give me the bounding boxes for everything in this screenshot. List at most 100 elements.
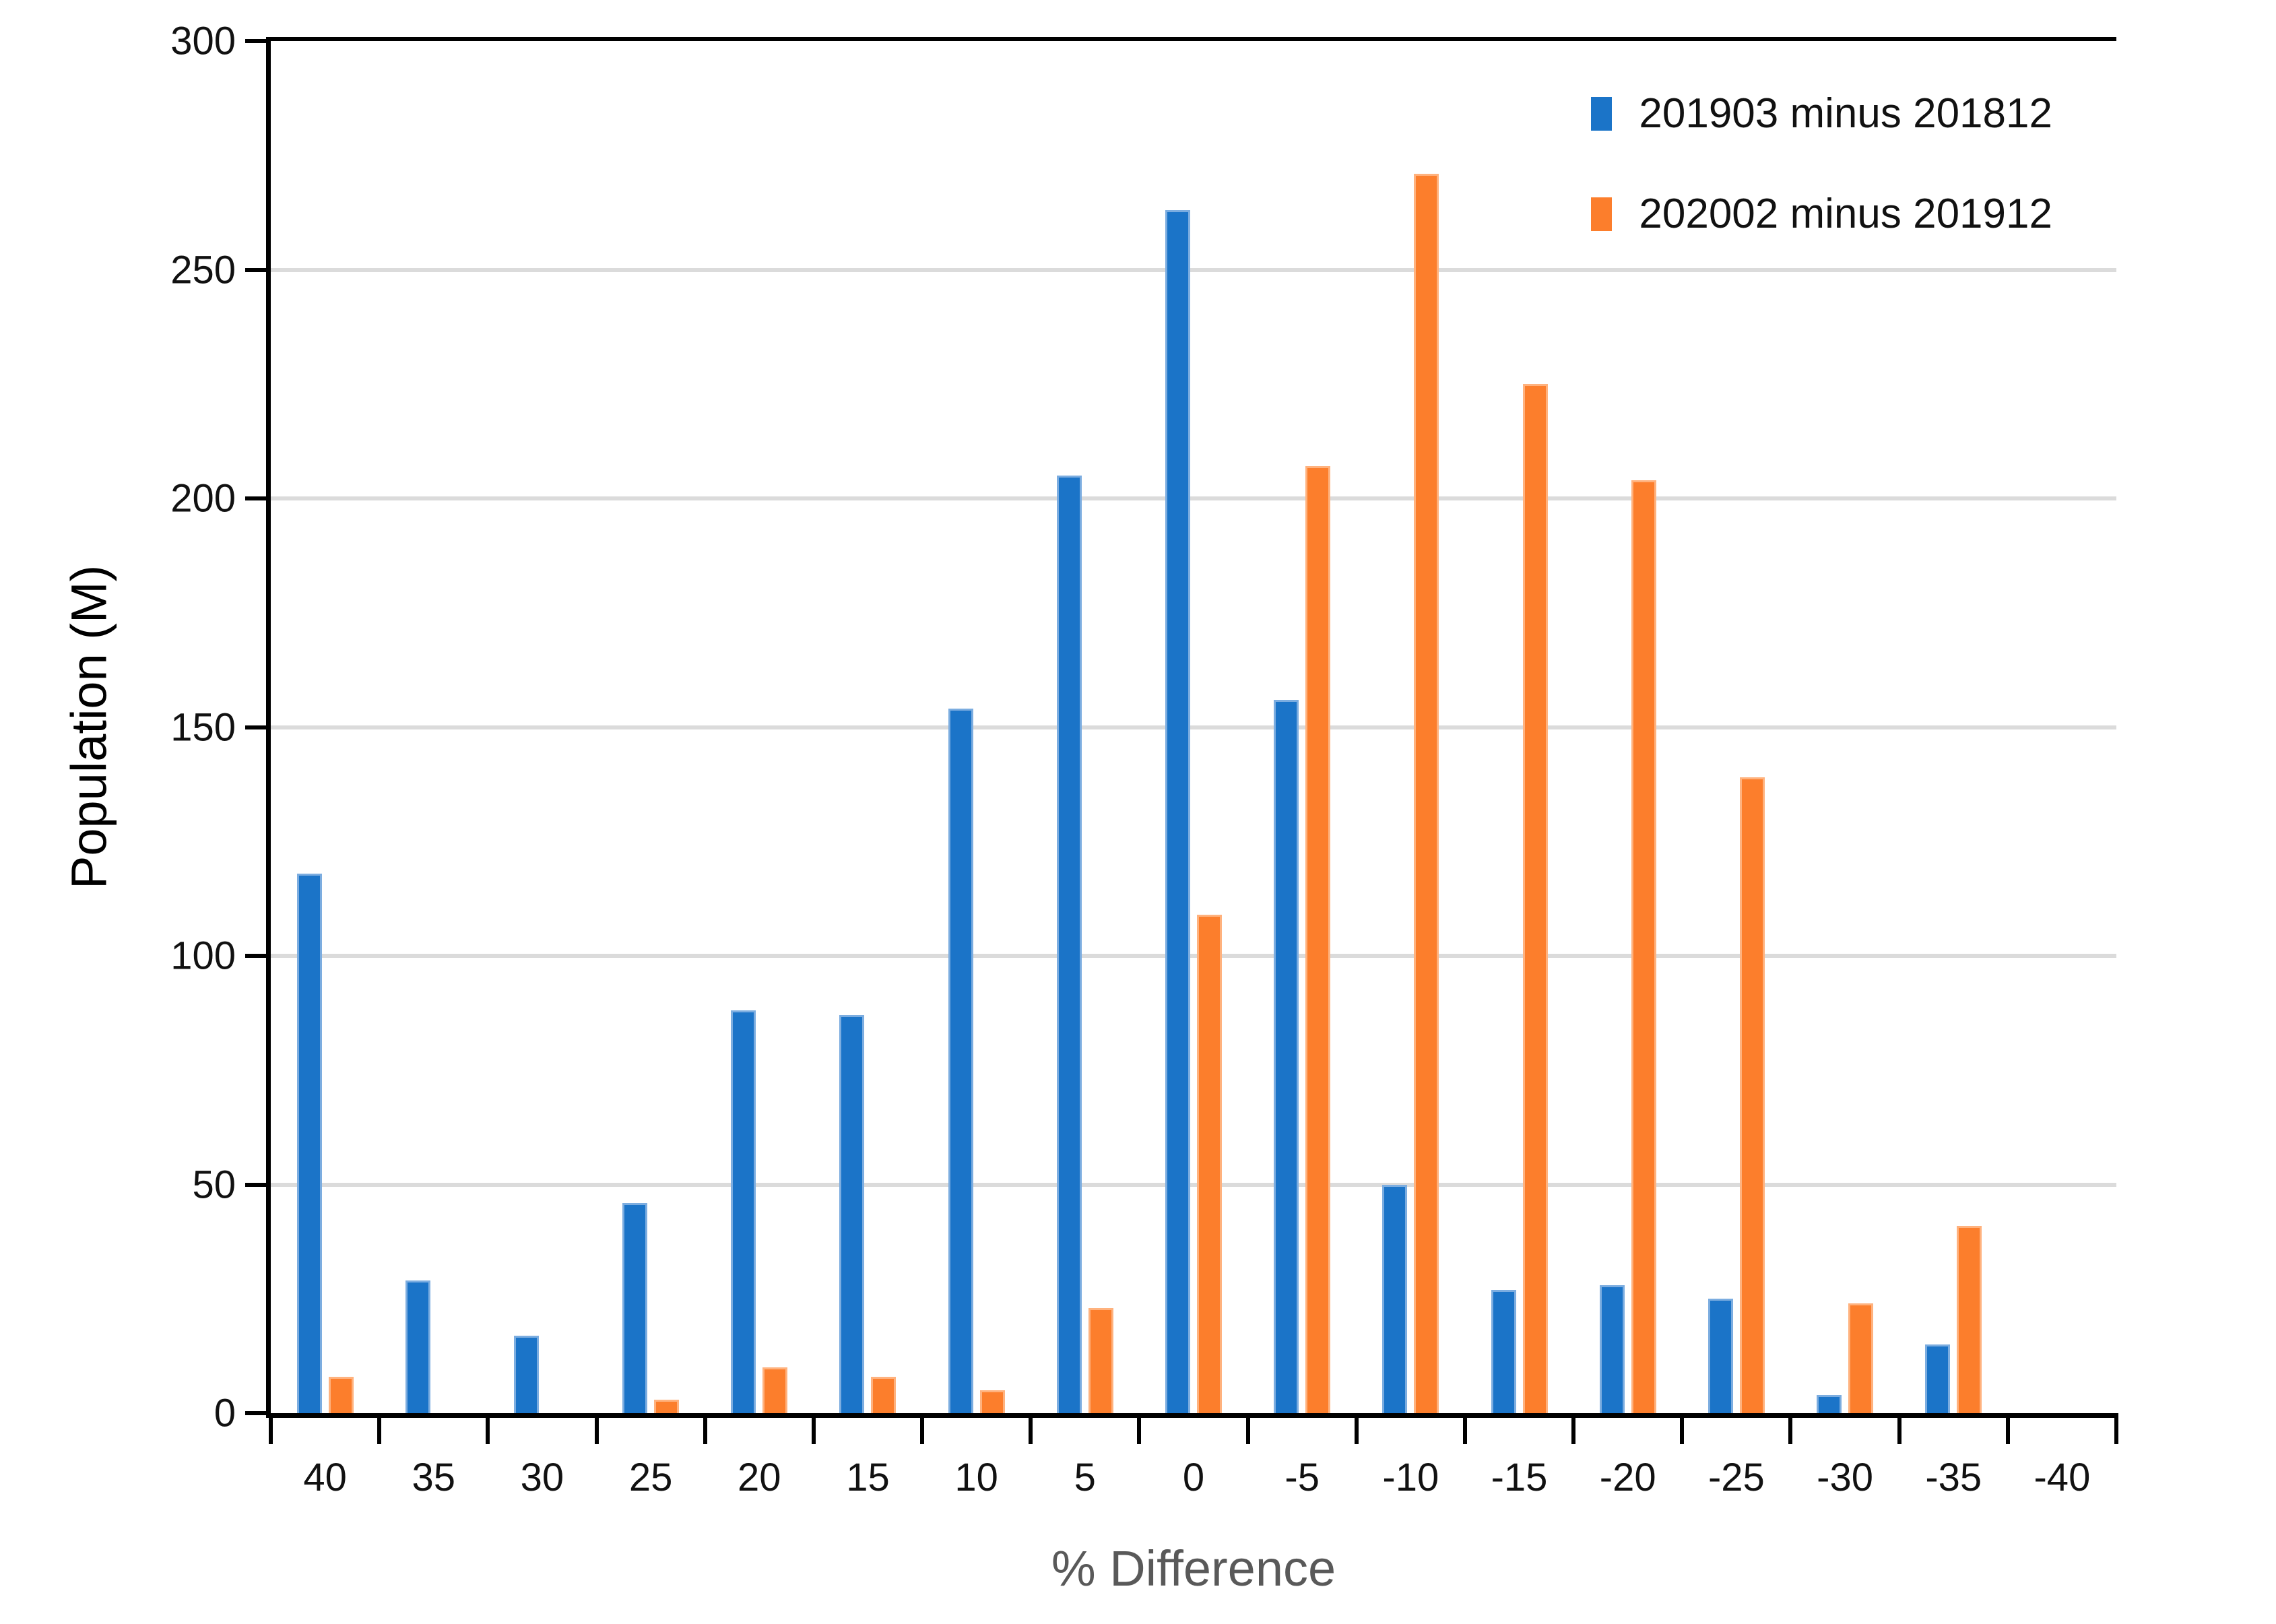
y-axis-tick-0 [245,1411,266,1415]
legend-label: 202002 minus 201912 [1639,191,2052,237]
bar-202002-minus-201912--15 [1522,384,1548,1413]
y-tick-label-50: 50 [192,1163,236,1206]
x-axis-tick-3 [594,1413,599,1444]
legend: 201903 minus 201812 202002 minus 201912 [1591,90,2052,238]
category-group--5 [1248,41,1357,1413]
bar-201903-minus-201812-20 [731,1010,756,1413]
bar-202002-minus-201912-0 [1196,914,1222,1413]
x-axis-tick-13 [1680,1413,1685,1444]
gridline-y-250 [271,267,2116,272]
bar-201903-minus-201812-10 [948,709,973,1413]
category-group--35 [1899,41,2008,1413]
x-tick-label--25: -25 [1708,1456,1765,1499]
bar-201903-minus-201812--20 [1599,1285,1625,1413]
x-axis-tick-15 [1897,1413,1901,1444]
category-group--30 [1790,41,1899,1413]
bar-202002-minus-201912--20 [1631,480,1656,1413]
bar-202002-minus-201912--25 [1739,777,1765,1413]
bar-201903-minus-201812--5 [1274,699,1299,1413]
bar-201903-minus-201812--35 [1925,1344,1951,1413]
category-group-5 [1031,41,1139,1413]
category-group-0 [1139,41,1247,1413]
bar-202002-minus-201912-10 [979,1390,1005,1413]
y-axis-tick-100 [245,954,266,959]
y-tick-label-250: 250 [170,248,236,292]
x-tick-label-25: 25 [628,1456,673,1499]
category-group--40 [2008,41,2116,1413]
y-tick-label-150: 150 [170,705,236,749]
bar-201903-minus-201812-5 [1056,476,1082,1413]
bar-201903-minus-201812--15 [1491,1289,1516,1413]
x-axis-tick-2 [486,1413,490,1444]
category-group--20 [1573,41,1682,1413]
x-axis-tick-10 [1354,1413,1359,1444]
x-tick-label--5: -5 [1285,1456,1320,1499]
category-group-20 [705,41,814,1413]
x-tick-label-35: 35 [412,1456,456,1499]
x-tick-label--10: -10 [1382,1456,1439,1499]
bar-201903-minus-201812-25 [622,1202,648,1413]
y-axis-tick-300 [245,39,266,43]
y-tick-label-100: 100 [170,934,236,978]
y-axis-tick-150 [245,725,266,729]
y-axis-tick-200 [245,496,266,501]
category-group-30 [488,41,596,1413]
gridline-y-50 [271,1182,2116,1187]
bar-202002-minus-201912--5 [1305,466,1331,1413]
x-axis-tick-17 [2114,1413,2118,1444]
x-axis-tick-6 [920,1413,925,1444]
bar-202002-minus-201912--30 [1848,1303,1874,1413]
x-axis-tick-16 [2005,1413,2010,1444]
legend-label: 201903 minus 201812 [1639,90,2052,137]
x-tick-label-5: 5 [1074,1456,1096,1499]
plot-area: Population (M) % Difference 201903 minus… [61,20,2118,1596]
x-tick-label-0: 0 [1182,1456,1205,1499]
category-group-25 [597,41,705,1413]
x-tick-label--20: -20 [1599,1456,1656,1499]
bar-201903-minus-201812-40 [296,873,322,1413]
x-tick-label-10: 10 [954,1456,998,1499]
bar-201903-minus-201812--25 [1708,1299,1733,1413]
bar-202002-minus-201912-25 [654,1399,680,1413]
category-group-10 [922,41,1031,1413]
x-tick-label-20: 20 [738,1456,781,1499]
x-axis-tick-8 [1137,1413,1142,1444]
category-group--25 [1682,41,1790,1413]
bar-201903-minus-201812-35 [405,1280,430,1413]
category-group--10 [1357,41,1465,1413]
bar-202002-minus-201912-15 [871,1376,897,1413]
bar-202002-minus-201912-20 [762,1367,788,1413]
gridline-y-100 [271,954,2116,959]
x-tick-label-30: 30 [520,1456,564,1499]
x-axis-tick-11 [1462,1413,1467,1444]
bar-202002-minus-201912-40 [328,1376,354,1413]
legend-item: 202002 minus 201912 [1591,190,2052,238]
y-tick-label-200: 200 [170,476,236,521]
y-axis-title: Population (M) [61,564,117,890]
x-tick-label--40: -40 [2034,1456,2091,1499]
bar-202002-minus-201912--10 [1414,173,1439,1413]
x-tick-label--15: -15 [1491,1456,1548,1499]
x-axis-tick-5 [811,1413,816,1444]
x-tick-label--35: -35 [1925,1456,1982,1499]
legend-item: 201903 minus 201812 [1591,90,2052,137]
bar-201903-minus-201812--10 [1382,1184,1408,1413]
legend-swatch-icon [1591,96,1613,131]
y-axis-tick-50 [245,1182,266,1187]
bar-201903-minus-201812--30 [1817,1394,1842,1413]
y-tick-label-0: 0 [214,1391,236,1435]
bar-201903-minus-201812-30 [513,1335,539,1413]
x-axis-tick-0 [269,1413,273,1444]
x-axis-tick-4 [703,1413,707,1444]
x-axis-tick-9 [1245,1413,1250,1444]
gridline-y-150 [271,725,2116,729]
category-group--15 [1465,41,1573,1413]
x-tick-label-15: 15 [846,1456,890,1499]
x-axis-tick-14 [1788,1413,1793,1444]
bar-202002-minus-201912--35 [1957,1225,1982,1413]
bar-201903-minus-201812-0 [1165,210,1190,1413]
category-group-35 [379,41,488,1413]
y-axis-tick-250 [245,267,266,272]
y-tick-label-300: 300 [170,19,236,63]
